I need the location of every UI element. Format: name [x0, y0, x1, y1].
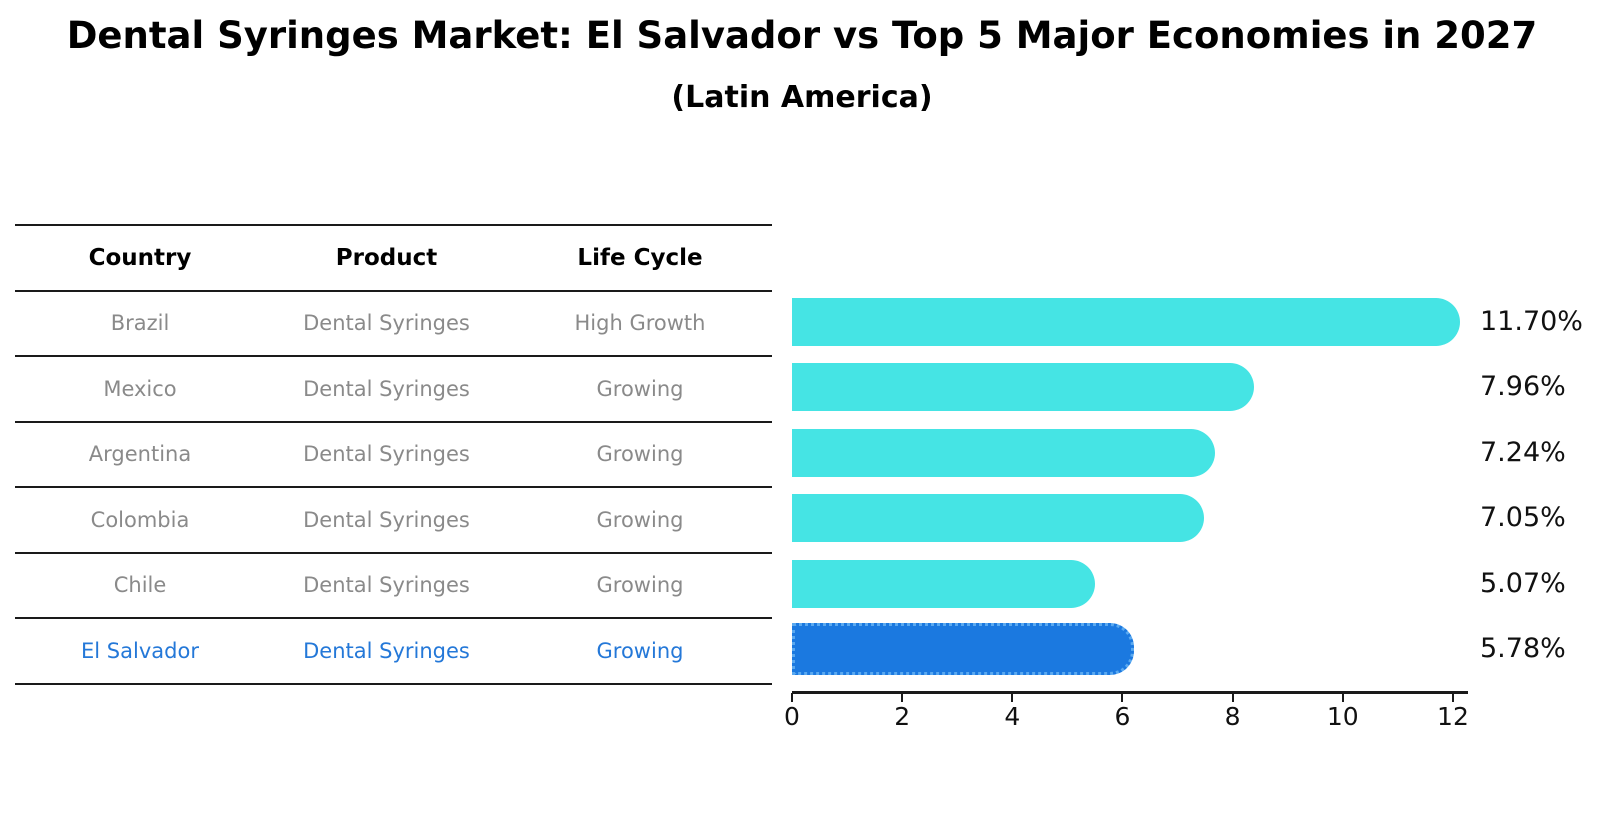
cell-product: Dental Syringes [303, 573, 470, 598]
chart-title: Dental Syringes Market: El Salvador vs T… [66, 14, 1538, 57]
x-axis-tick [1231, 693, 1234, 702]
bar-colombia [792, 494, 1204, 543]
bar-value-label: 5.07% [1480, 567, 1566, 599]
cell-product: Dental Syringes [303, 442, 470, 467]
cell-life-cycle: Growing [596, 638, 684, 663]
x-axis [792, 691, 1468, 694]
cell-life-cycle: High Growth [574, 311, 706, 336]
cell-product: Dental Syringes [303, 311, 470, 336]
chart-subtitle: (Latin America) [671, 80, 933, 115]
x-axis-tick [1121, 693, 1124, 702]
x-axis-tick-label: 12 [1437, 702, 1469, 731]
table-row: Brazil Dental Syringes High Growth [15, 292, 772, 357]
header-life-cycle: Life Cycle [577, 244, 703, 271]
cell-product: Dental Syringes [303, 638, 470, 663]
table-header-row: Country Product Life Cycle [15, 226, 772, 292]
cell-product: Dental Syringes [303, 376, 470, 401]
table-row: Colombia Dental Syringes Growing [15, 488, 772, 554]
x-axis-tick [791, 693, 793, 702]
bar-mexico [792, 363, 1254, 412]
bar-brazil [792, 297, 1460, 346]
table-row: Chile Dental Syringes Growing [15, 554, 772, 619]
country-table: Country Product Life Cycle Brazil Dental… [15, 224, 772, 685]
bar-value-label: 7.05% [1480, 502, 1566, 534]
cell-country: Mexico [103, 376, 177, 401]
cell-product: Dental Syringes [303, 507, 470, 532]
bar-el-salvador-highlight [792, 623, 1134, 676]
x-axis-tick-label: 4 [1004, 702, 1021, 731]
bar-value-label: 11.70% [1480, 305, 1583, 337]
header-product: Product [335, 244, 438, 271]
bar-chile [792, 559, 1095, 608]
x-axis-tick [1011, 693, 1014, 702]
x-axis-tick-label: 0 [784, 702, 800, 731]
x-axis-tick [901, 693, 904, 702]
cell-country: Brazil [110, 311, 170, 336]
bar-value-label: 7.96% [1480, 371, 1566, 403]
table-row: Mexico Dental Syringes Growing [15, 357, 772, 423]
header-country: Country [88, 244, 192, 271]
x-axis-tick-label: 8 [1224, 702, 1241, 731]
bar-value-label: 7.24% [1480, 436, 1566, 468]
table-row-highlighted: El Salvador Dental Syringes Growing [15, 619, 772, 685]
table-row: Argentina Dental Syringes Growing [15, 423, 772, 488]
x-axis-tick-label: 10 [1326, 702, 1359, 731]
cell-country: Chile [113, 573, 167, 598]
x-axis-tick-label: 6 [1114, 702, 1131, 731]
cell-country: Argentina [88, 442, 192, 467]
x-axis-tick [1341, 693, 1344, 702]
bar-value-label: 5.78% [1480, 633, 1566, 665]
cell-country: Colombia [90, 507, 190, 532]
cell-country: El Salvador [81, 638, 199, 663]
x-axis-tick [1451, 693, 1454, 702]
cell-life-cycle: Growing [596, 507, 684, 532]
cell-life-cycle: Growing [596, 442, 684, 467]
cell-life-cycle: Growing [596, 573, 684, 598]
bar-argentina [792, 428, 1215, 477]
x-axis-tick-label: 2 [894, 702, 911, 731]
cell-life-cycle: Growing [596, 376, 684, 401]
